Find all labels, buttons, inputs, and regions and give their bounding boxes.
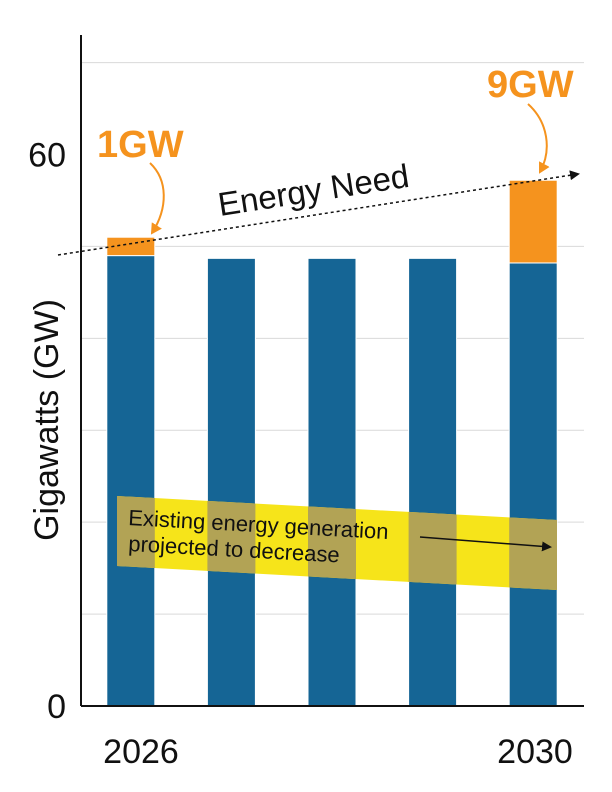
x-tick-label-2026: 2026 <box>103 733 179 771</box>
band-overlap-2028 <box>308 496 356 590</box>
bar-existing-2029 <box>408 257 458 707</box>
decrease-arrow <box>419 536 552 552</box>
energy-need-label: Energy Need <box>215 157 411 223</box>
callout-1gw-arrow <box>149 162 165 235</box>
callout-1gw: 1GW <box>97 124 184 166</box>
x-tick-label-2030: 2030 <box>497 733 573 771</box>
y-tick-label-0: 0 <box>47 688 66 726</box>
bar-existing-2026 <box>106 255 156 707</box>
energy-need-trend-line <box>57 170 580 256</box>
bar-existing-2028 <box>307 257 357 707</box>
callout-9gw: 9GW <box>487 64 574 106</box>
bars <box>106 179 558 707</box>
bar-existing-2027 <box>206 257 256 707</box>
y-axis-label: Gigawatts (GW) <box>28 299 66 541</box>
bar-need-2030 <box>508 179 558 264</box>
y-tick-label-60: 60 <box>28 136 66 174</box>
bar-existing-2030 <box>508 262 558 707</box>
callout-9gw-arrow <box>527 103 550 174</box>
y-tick-labels: 0 60 <box>28 136 66 726</box>
